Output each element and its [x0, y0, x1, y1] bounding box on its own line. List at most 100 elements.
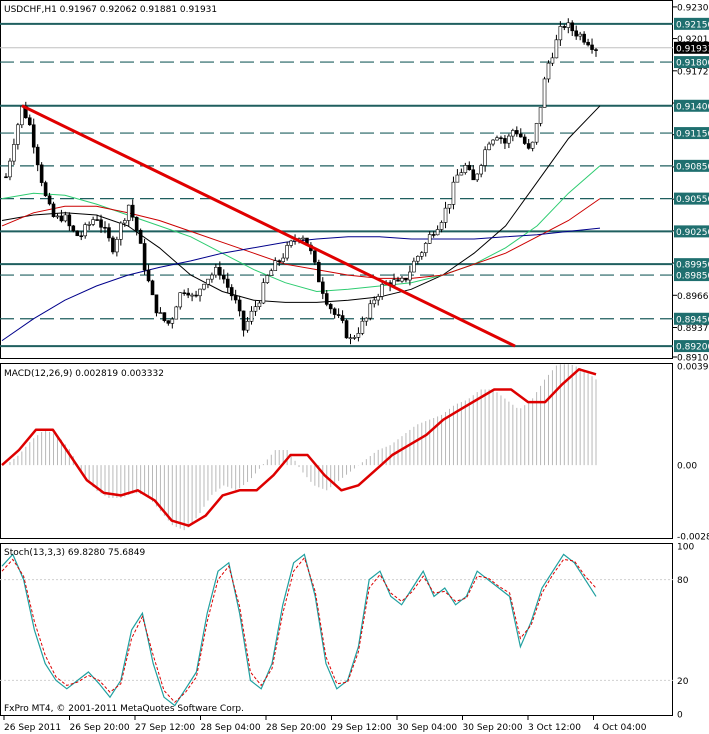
candle-body: [332, 308, 337, 315]
candle-body: [202, 283, 206, 290]
time-tick-label: 26 Sep 20:00: [70, 723, 130, 733]
candle-body: [158, 312, 163, 314]
candle-body: [107, 227, 111, 239]
candle-body: [372, 299, 377, 305]
stoch-axis: 100 80 20 0: [677, 543, 694, 721]
candle-body: [570, 22, 575, 32]
candle-body: [273, 260, 278, 271]
candle-body: [182, 292, 186, 295]
macd-tick-label: -0.00281: [677, 533, 709, 543]
candle-body: [400, 277, 404, 282]
current-price-label: 0.91931: [676, 44, 709, 54]
candle-body: [463, 165, 468, 173]
price-level-badge: [674, 127, 709, 140]
candle-body: [221, 275, 226, 280]
candle-body: [198, 288, 202, 297]
candle-body: [166, 320, 171, 324]
moving-average-line: [1, 165, 601, 293]
price-level-badge: [674, 56, 709, 69]
candle-body: [162, 312, 167, 321]
candle-body: [447, 204, 452, 209]
price-tick-label: 0.92015: [677, 35, 709, 45]
candle-body: [265, 275, 270, 283]
time-tick-label: 27 Sep 12:00: [135, 723, 195, 733]
candle-body: [427, 234, 432, 244]
price-tick-label: 0.92305: [677, 3, 709, 13]
candle-body: [190, 294, 194, 297]
candle-body: [142, 243, 147, 271]
candle-body: [439, 222, 444, 230]
candle-body: [285, 245, 289, 259]
candle-body: [130, 204, 135, 218]
candle-body: [479, 165, 483, 175]
candle-body: [87, 224, 91, 226]
candle-body: [356, 333, 361, 338]
macd-tick-label: 0.00393: [677, 363, 709, 373]
candle-body: [150, 280, 155, 296]
candle-body: [170, 318, 175, 324]
stoch-title: Stoch(13,3,3) 69.8280 75.6849: [4, 548, 145, 558]
candle-body: [404, 277, 408, 281]
candle-body: [245, 320, 250, 331]
time-tick-label: 30 Sep 20:00: [463, 723, 523, 733]
candle-body: [550, 57, 555, 64]
time-tick-label: 4 Oct 04:00: [594, 723, 647, 733]
macd-title: MACD(12,26,9) 0.002819 0.003332: [4, 369, 164, 379]
candle-body: [67, 214, 72, 227]
stoch-signal-line: [1, 556, 597, 703]
candle-body: [154, 294, 159, 314]
candle-body: [269, 270, 274, 276]
price-levels: [0, 22, 673, 348]
candle-body: [126, 204, 131, 221]
candle-body: [499, 137, 503, 140]
candle-body: [27, 117, 32, 126]
candle-body: [467, 165, 472, 171]
candle-body: [115, 238, 119, 253]
macd-signal-line: [1, 368, 597, 527]
moving-average-line: [1, 198, 601, 279]
candle-body: [471, 169, 476, 181]
candle-body: [47, 195, 52, 205]
price-title: USDCHF,H1 0.91967 0.92062 0.91881 0.9193…: [4, 5, 217, 15]
candle-body: [423, 243, 428, 254]
trendline: [21, 104, 516, 348]
candle-body: [459, 172, 464, 176]
current-price-badge: [674, 41, 709, 54]
candle-body: [4, 176, 8, 179]
candle-body: [39, 164, 44, 183]
candle-body: [412, 260, 416, 273]
candle-body: [522, 136, 527, 144]
candle-body: [546, 62, 551, 80]
price-level-badge: [674, 17, 709, 30]
macd-content: [1, 364, 597, 531]
candle-body: [396, 279, 400, 282]
candle-body: [218, 267, 222, 276]
candle-body: [562, 26, 567, 28]
candle-body: [281, 257, 285, 262]
price-level-badge: [674, 192, 709, 205]
candle-body: [63, 214, 68, 222]
candle-body: [277, 260, 282, 262]
candle-body: [111, 237, 115, 253]
moving-average-line: [1, 105, 601, 303]
candle-body: [103, 226, 107, 229]
candle-body: [214, 267, 218, 276]
candle-body: [518, 133, 523, 138]
candle-body: [380, 284, 384, 297]
candle-body: [237, 299, 242, 312]
candle-body: [71, 225, 76, 232]
candle-body: [83, 224, 87, 237]
candle-body: [257, 302, 262, 307]
candle-body: [507, 135, 511, 144]
candles: [4, 18, 598, 345]
trendline-line: [21, 104, 516, 348]
stoch-content: [0, 553, 673, 707]
price-level-badge: [674, 159, 709, 172]
candle-body: [376, 296, 381, 301]
